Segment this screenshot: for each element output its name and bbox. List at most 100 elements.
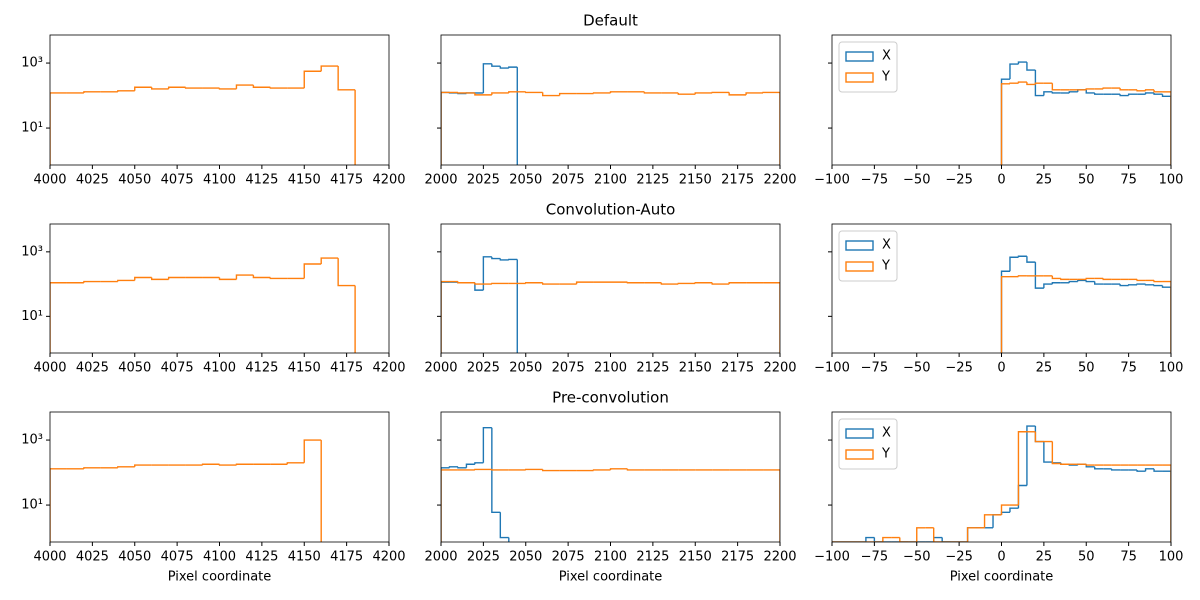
histogram-step: [728, 92, 747, 96]
histogram-step: [1000, 511, 1010, 515]
x-tick-label: −75: [861, 361, 888, 376]
x-tick-label: 4000: [33, 361, 66, 376]
histogram-step: [762, 91, 780, 94]
histogram-step: [1026, 425, 1036, 486]
histogram-step: [1102, 278, 1112, 281]
x-tick-label: 25: [1036, 361, 1053, 376]
x-tick-label: 75: [1120, 173, 1137, 188]
histogram-step: [303, 439, 322, 463]
histogram-step: [508, 91, 526, 93]
histogram-step: [491, 469, 509, 471]
x-tick-label: 4200: [372, 550, 405, 565]
x-tick-label: 2000: [424, 361, 457, 376]
histogram-step: [1144, 92, 1155, 95]
histogram-step: [983, 514, 994, 528]
histogram-step: [1051, 275, 1061, 280]
y-tick-label: 10³: [21, 56, 43, 71]
y-tick-label: 10³: [21, 433, 43, 448]
legend-swatch: [845, 261, 874, 272]
legend-swatch: [845, 428, 874, 439]
histogram-step: [1009, 63, 1019, 80]
histogram-step: [50, 92, 67, 165]
histogram-step: [1000, 83, 1010, 165]
legend-box: [838, 230, 898, 282]
histogram-step: [491, 63, 501, 67]
x-tick-label: 4050: [118, 361, 151, 376]
histogram-step: [694, 92, 713, 95]
histogram-step: [1136, 89, 1146, 92]
histogram-step: [966, 527, 977, 542]
x-tick-label: 2125: [636, 550, 669, 565]
x-tick-label: 4125: [245, 550, 278, 565]
panel-title: Default: [583, 12, 638, 30]
histogram-step: [1136, 283, 1146, 285]
histogram-step: [1127, 93, 1138, 96]
histogram-step: [711, 282, 730, 285]
x-tick-label: 4125: [245, 173, 278, 188]
histogram-step: [235, 84, 254, 89]
histogram-step: [50, 468, 67, 542]
histogram-step: [1144, 284, 1155, 286]
histogram-step: [1060, 463, 1070, 465]
histogram-step: [1136, 469, 1146, 472]
legend-box: [838, 418, 898, 470]
histogram-step: [609, 91, 628, 93]
histogram-step: [941, 537, 951, 542]
histogram-step: [235, 463, 254, 466]
x-tick-label: 0: [997, 173, 1005, 188]
histogram-step: [1009, 507, 1019, 513]
histogram-step: [457, 466, 467, 469]
x-tick-label: 4100: [203, 550, 236, 565]
x-tick-label: 2150: [679, 550, 712, 565]
histogram-step: [134, 276, 152, 281]
histogram-step: [151, 277, 169, 281]
x-tick-label: 4150: [288, 173, 321, 188]
histogram-step: [1144, 89, 1155, 91]
histogram-step: [1153, 89, 1163, 93]
x-tick-label: 50: [1078, 173, 1095, 188]
x-tick-label: 2175: [721, 173, 754, 188]
histogram-step: [499, 66, 509, 69]
histogram-step: [320, 65, 339, 72]
histogram-step: [1051, 462, 1061, 464]
x-tick-label: 0: [997, 550, 1005, 565]
histogram-step: [1153, 280, 1163, 283]
axes-frame: [440, 223, 781, 354]
histogram-step: [1094, 281, 1104, 285]
x-axis-label: Pixel coordinate: [950, 570, 1054, 585]
histogram-step: [457, 281, 475, 284]
histogram-step: [1085, 88, 1095, 90]
x-tick-label: −100: [814, 550, 850, 565]
histogram-step: [1068, 91, 1078, 93]
histogram-step: [337, 258, 356, 287]
histogram-step: [1051, 91, 1061, 94]
histogram-step: [575, 281, 594, 285]
legend-swatch: [845, 51, 874, 62]
y-tick-label: 10¹: [21, 498, 43, 513]
legend-label: Y: [881, 70, 890, 85]
x-tick-label: −100: [814, 173, 850, 188]
histogram-step: [1017, 431, 1027, 506]
histogram-step: [482, 256, 492, 291]
histogram-step: [117, 279, 135, 282]
x-tick-label: 50: [1078, 550, 1095, 565]
histogram-step: [151, 87, 169, 90]
histogram-step: [218, 464, 237, 466]
histogram-step: [1153, 468, 1163, 472]
x-tick-label: 4175: [330, 550, 363, 565]
histogram-step: [1127, 284, 1138, 286]
histogram-step: [1034, 262, 1044, 289]
plot-area: [441, 256, 780, 353]
histogram-step: [1034, 70, 1044, 97]
histogram-step: [1000, 270, 1010, 353]
x-tick-label: 0: [997, 361, 1005, 376]
histogram-step: [1034, 426, 1044, 443]
histogram-step: [1102, 87, 1112, 89]
histogram-step: [677, 282, 696, 285]
x-tick-label: 2200: [763, 361, 796, 376]
histogram-step: [499, 512, 509, 539]
histogram-step: [474, 468, 492, 471]
x-tick-label: −75: [861, 173, 888, 188]
histogram-step: [1051, 83, 1061, 91]
